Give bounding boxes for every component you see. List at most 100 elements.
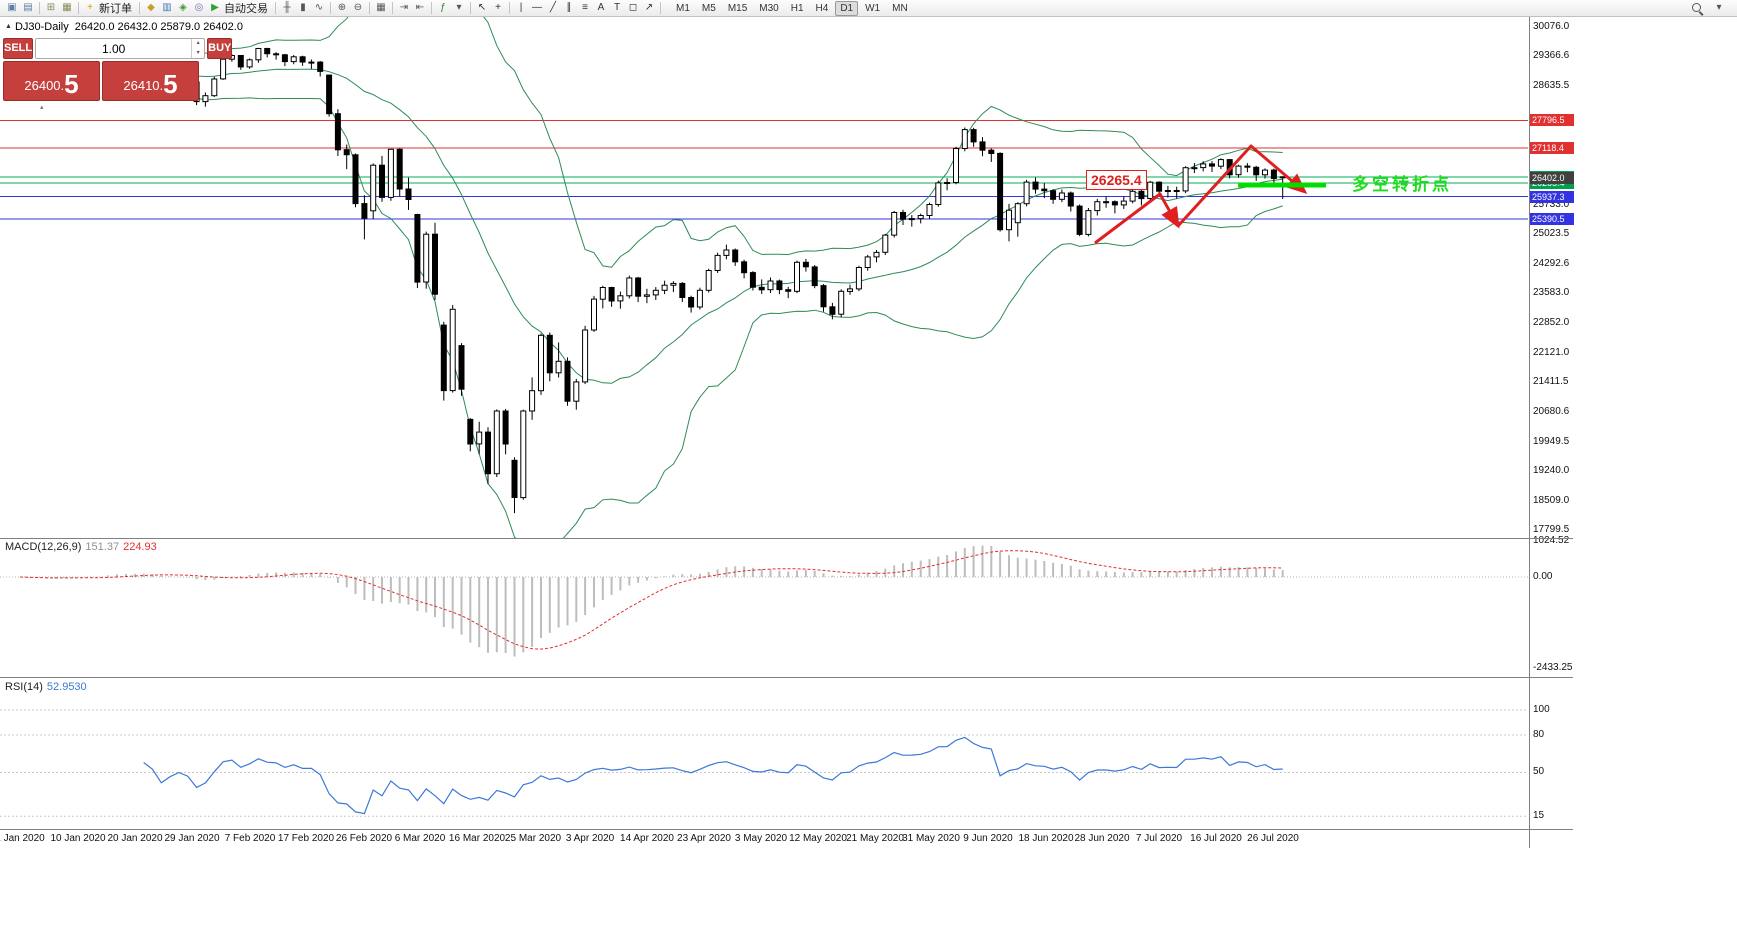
macd-signal-value: 224.93 [123, 541, 157, 553]
volume-down-icon[interactable]: ▾ [196, 49, 200, 56]
volume-input[interactable] [36, 39, 192, 58]
candle-body [564, 360, 571, 402]
price-tick: 19240.0 [1533, 465, 1570, 476]
label-icon[interactable]: T [613, 2, 621, 13]
toolbar-overflow-icon[interactable]: ▾ [1716, 2, 1722, 13]
rsi-tick: 15 [1533, 810, 1545, 821]
zoom-out-icon[interactable]: ⊖ [353, 2, 363, 13]
vertical-line-icon[interactable]: | [519, 2, 523, 13]
price-tick: 28635.5 [1533, 80, 1570, 91]
horizontal-line-icon[interactable]: — [532, 2, 542, 13]
profiles-icon[interactable]: ⊞ [46, 2, 56, 13]
candle-body [767, 280, 774, 291]
price-tick: 22121.0 [1533, 347, 1570, 358]
timeframe-w1[interactable]: W1 [865, 2, 881, 14]
timeframe-mn[interactable]: MN [892, 2, 908, 14]
date-label: 21 May 2020 [846, 833, 904, 844]
rsi-value: 52.9530 [46, 681, 87, 693]
indicators-icon[interactable]: ƒ [440, 2, 446, 13]
timeframe-m5[interactable]: M5 [701, 2, 716, 14]
macd-tick: -2433.25 [1533, 662, 1573, 673]
time-axis[interactable]: 1 Jan 2020 10 Jan 2020 20 Jan 2020 29 Jan 2… [0, 830, 1529, 848]
chart-symbol-label: DJ30-Daily [14, 21, 69, 33]
price-axis[interactable]: 30076.0 29366.6 28635.5 25733.0 25023.5 24292… [1529, 17, 1574, 848]
buy-button[interactable]: BUY [207, 38, 233, 59]
zoom-in-icon[interactable]: ⊕ [337, 2, 347, 13]
panel-separator[interactable] [0, 677, 1573, 678]
price-chart-canvas[interactable] [0, 17, 1528, 538]
panel-separator[interactable] [0, 829, 1573, 830]
template-icon[interactable]: ▦ [62, 2, 72, 13]
chart-window-icon[interactable]: ▣ [7, 2, 17, 13]
candle-body [220, 58, 227, 80]
sell-price-button[interactable]: 26400. 5 [3, 61, 100, 101]
trendline-icon[interactable]: ╱ [549, 2, 557, 13]
timeframe-d1[interactable]: D1 [835, 0, 859, 16]
new-order-icon[interactable]: + [87, 2, 93, 13]
price-tick: 18509.0 [1533, 495, 1570, 506]
line-chart-icon[interactable]: ∿ [314, 2, 324, 13]
panel-separator[interactable] [0, 538, 1573, 539]
arrow-icon[interactable]: ↗ [644, 2, 654, 13]
new-order-icon-label[interactable]: 新订单 [99, 3, 132, 15]
candlestick-chart-icon[interactable]: ▮ [300, 2, 306, 13]
metaeditor-icon[interactable]: ◆ [147, 2, 155, 13]
horizontal-lines-layer[interactable] [0, 119, 1528, 220]
chart-shift-icon[interactable]: ⇤ [415, 2, 425, 13]
price-tick: 22852.0 [1533, 317, 1570, 328]
autotrading-icon[interactable]: ▶ [211, 2, 219, 13]
candle-body [582, 329, 589, 383]
shapes-icon[interactable]: ◻ [628, 2, 638, 13]
timeframe-m30[interactable]: M30 [759, 2, 779, 14]
autotrading-icon-label[interactable]: 自动交易 [224, 3, 268, 15]
price-tick: 24292.6 [1533, 258, 1570, 269]
timeframe-h4[interactable]: H4 [815, 2, 829, 14]
data-window-icon[interactable]: ◈ [179, 2, 187, 13]
timeframe-m1[interactable]: M1 [676, 2, 690, 14]
terminal-icon[interactable]: ◎ [194, 2, 204, 13]
price-tag: 25937.3 [1530, 191, 1574, 203]
candle-body [1279, 176, 1286, 179]
panel-toggle-icon[interactable]: ▲ [5, 23, 12, 30]
buy-price-button[interactable]: 26410. 5 [102, 61, 199, 101]
market-watch-icon[interactable]: ▥ [162, 2, 172, 13]
cursor-icon[interactable]: ↖ [477, 2, 487, 13]
candles-layer[interactable] [17, 47, 1286, 514]
price-tick: 29366.6 [1533, 50, 1570, 61]
sell-button[interactable]: SELL [3, 38, 34, 59]
fibonacci-icon[interactable]: ≡ [582, 2, 588, 13]
candle-body [255, 48, 262, 61]
auto-scroll-icon[interactable]: ⇥ [399, 2, 409, 13]
bar-chart-icon[interactable]: ╫ [283, 2, 291, 13]
candle-body [599, 287, 606, 300]
price-callout-label[interactable]: 26265.4 [1086, 170, 1147, 190]
candle-body [696, 289, 703, 308]
candle-body [1147, 181, 1154, 199]
text-icon[interactable]: A [597, 2, 605, 13]
macd-panel[interactable] [0, 539, 1528, 677]
toolbar-separator [369, 2, 370, 14]
tile-grid-icon[interactable]: ▦ [376, 2, 386, 13]
crosshair-icon[interactable]: + [495, 2, 501, 13]
candle-body [1085, 210, 1092, 235]
candle-body [1076, 205, 1083, 235]
candle-body [855, 267, 862, 290]
tile-windows-icon[interactable]: ▤ [23, 2, 33, 13]
toolbar-separator [509, 2, 510, 14]
toolbar-separator [470, 2, 471, 14]
channel-icon[interactable]: ∥ [566, 2, 572, 13]
candle-body [1058, 192, 1065, 200]
timeframe-m15[interactable]: M15 [727, 2, 748, 14]
bb-lower [187, 93, 1283, 538]
toolbar-separator [139, 2, 140, 14]
rsi-panel[interactable] [0, 679, 1528, 829]
search-icon[interactable] [1691, 2, 1704, 15]
trade-panel-collapse-icon[interactable]: ▴ [40, 104, 44, 111]
date-label: 17 Feb 2020 [277, 833, 335, 844]
indicators-list-icon[interactable]: ▾ [456, 2, 462, 13]
volume-up-icon[interactable]: ▴ [196, 40, 200, 46]
turning-point-text[interactable]: 多空转折点 [1352, 175, 1452, 194]
rsi-line [143, 736, 1283, 815]
timeframe-h1[interactable]: H1 [790, 2, 804, 14]
annotations-layer[interactable] [1094, 144, 1326, 245]
